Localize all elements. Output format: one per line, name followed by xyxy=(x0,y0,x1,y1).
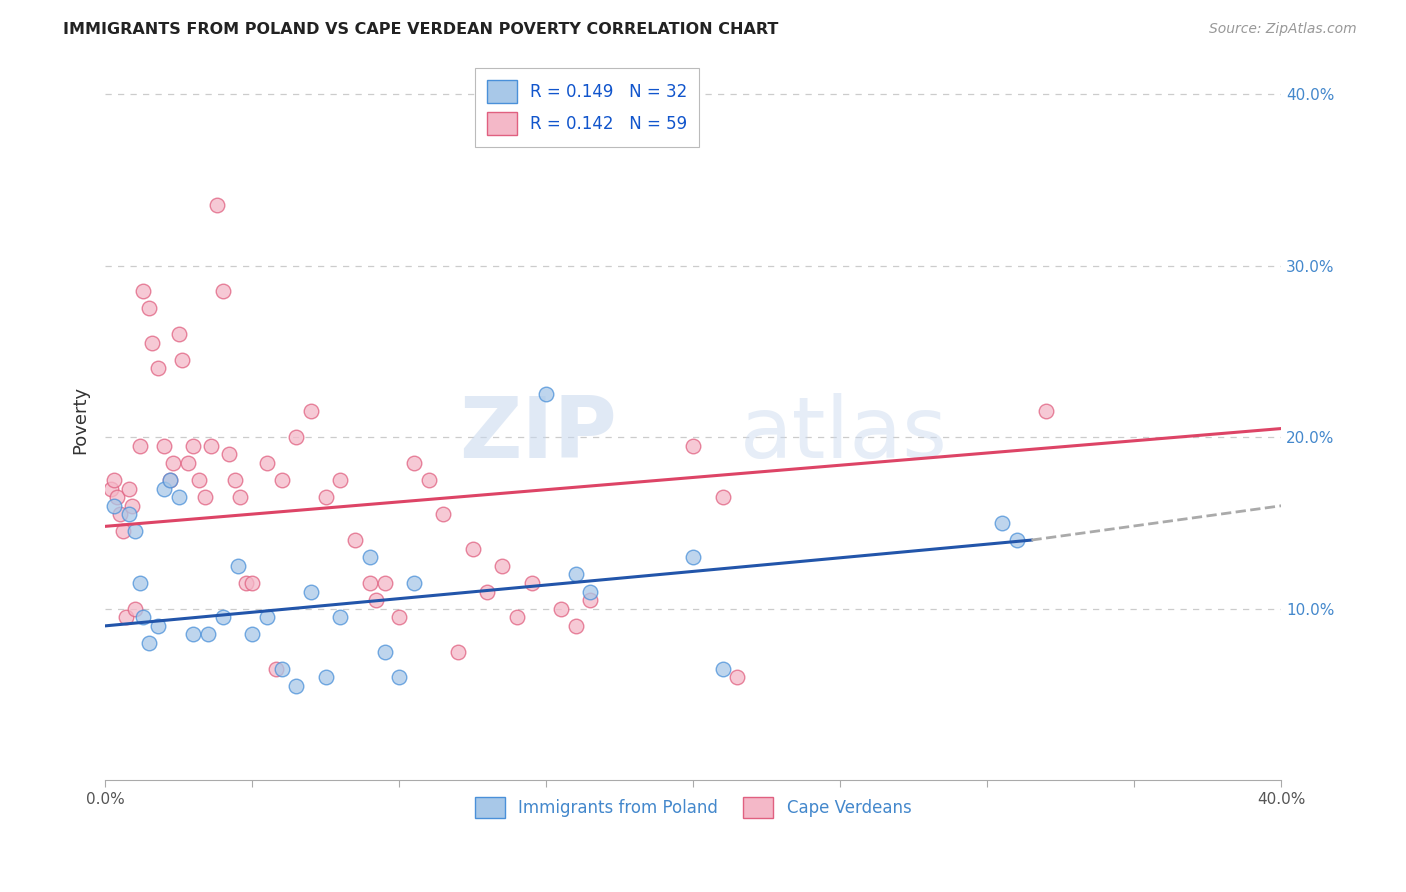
Point xyxy=(711,662,734,676)
Point xyxy=(132,610,155,624)
Point xyxy=(579,593,602,607)
Point xyxy=(564,619,586,633)
Point xyxy=(477,584,499,599)
Point xyxy=(711,490,734,504)
Point xyxy=(329,610,352,624)
Point xyxy=(240,627,263,641)
Point xyxy=(132,285,155,299)
Point xyxy=(1035,404,1057,418)
Point xyxy=(167,490,190,504)
Point xyxy=(432,508,454,522)
Point xyxy=(256,456,278,470)
Point xyxy=(100,482,122,496)
Point xyxy=(194,490,217,504)
Point xyxy=(374,644,396,658)
Point xyxy=(167,327,190,342)
Legend: Immigrants from Poland, Cape Verdeans: Immigrants from Poland, Cape Verdeans xyxy=(467,789,920,826)
Point xyxy=(359,550,381,565)
Point xyxy=(256,610,278,624)
Point xyxy=(359,576,381,591)
Point xyxy=(402,576,425,591)
Point xyxy=(146,361,169,376)
Point xyxy=(270,662,292,676)
Point xyxy=(447,644,470,658)
Point xyxy=(141,335,163,350)
Point xyxy=(388,610,411,624)
Point xyxy=(188,473,211,487)
Point xyxy=(682,439,704,453)
Point xyxy=(315,670,337,684)
Point xyxy=(461,541,484,556)
Point xyxy=(418,473,440,487)
Point xyxy=(146,619,169,633)
Point xyxy=(211,285,233,299)
Point xyxy=(285,430,308,444)
Point xyxy=(159,473,181,487)
Point xyxy=(105,490,128,504)
Point xyxy=(374,576,396,591)
Point xyxy=(103,473,125,487)
Point xyxy=(364,593,387,607)
Point xyxy=(124,524,146,539)
Point xyxy=(153,439,176,453)
Point xyxy=(153,482,176,496)
Point xyxy=(111,524,134,539)
Point xyxy=(200,439,222,453)
Point xyxy=(159,473,181,487)
Point xyxy=(264,662,287,676)
Point xyxy=(1005,533,1028,547)
Point xyxy=(162,456,184,470)
Point xyxy=(520,576,543,591)
Point xyxy=(329,473,352,487)
Text: IMMIGRANTS FROM POLAND VS CAPE VERDEAN POVERTY CORRELATION CHART: IMMIGRANTS FROM POLAND VS CAPE VERDEAN P… xyxy=(63,22,779,37)
Point xyxy=(299,584,322,599)
Point xyxy=(491,558,513,573)
Point xyxy=(270,473,292,487)
Point xyxy=(183,439,205,453)
Y-axis label: Poverty: Poverty xyxy=(72,386,89,454)
Text: atlas: atlas xyxy=(741,392,949,475)
Text: ZIP: ZIP xyxy=(460,392,617,475)
Point xyxy=(536,387,558,401)
Point xyxy=(205,198,228,212)
Point xyxy=(218,447,240,461)
Point xyxy=(550,601,572,615)
Point xyxy=(344,533,367,547)
Point xyxy=(129,576,152,591)
Point xyxy=(991,516,1014,530)
Point xyxy=(138,301,160,316)
Point xyxy=(402,456,425,470)
Point xyxy=(114,610,136,624)
Point xyxy=(226,558,249,573)
Point xyxy=(121,499,143,513)
Point xyxy=(118,508,141,522)
Point xyxy=(725,670,748,684)
Point xyxy=(388,670,411,684)
Point xyxy=(285,679,308,693)
Point xyxy=(118,482,141,496)
Point xyxy=(124,601,146,615)
Point xyxy=(197,627,219,641)
Point xyxy=(506,610,529,624)
Point xyxy=(170,352,193,367)
Point xyxy=(224,473,246,487)
Point xyxy=(176,456,198,470)
Point xyxy=(564,567,586,582)
Point xyxy=(103,499,125,513)
Point xyxy=(129,439,152,453)
Point xyxy=(108,508,131,522)
Point xyxy=(579,584,602,599)
Point xyxy=(299,404,322,418)
Point xyxy=(235,576,257,591)
Text: Source: ZipAtlas.com: Source: ZipAtlas.com xyxy=(1209,22,1357,37)
Point xyxy=(211,610,233,624)
Point xyxy=(682,550,704,565)
Point xyxy=(240,576,263,591)
Point xyxy=(183,627,205,641)
Point xyxy=(229,490,252,504)
Point xyxy=(138,636,160,650)
Point xyxy=(315,490,337,504)
